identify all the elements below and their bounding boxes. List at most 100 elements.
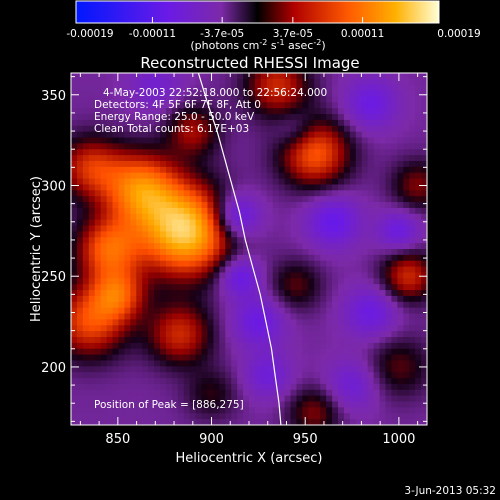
heatmap-cell (231, 219, 238, 227)
heatmap-cell (148, 96, 155, 103)
heatmap-cell (355, 419, 363, 425)
heatmap-cell (106, 196, 114, 203)
heatmap-cell (272, 184, 280, 191)
heatmap-cell (136, 290, 143, 297)
heatmap-cell (177, 96, 185, 103)
heatmap-cell (290, 419, 298, 425)
heatmap-cell (195, 90, 203, 98)
heatmap-cell (278, 231, 286, 238)
heatmap-cell (391, 419, 398, 425)
heatmap-cell (213, 284, 220, 291)
heatmap-cell (320, 190, 327, 197)
heatmap-cell (106, 401, 114, 408)
heatmap-cell (88, 225, 96, 232)
heatmap-cell (314, 196, 321, 203)
heatmap-cell (118, 307, 125, 315)
heatmap-cell (219, 96, 226, 103)
heatmap-cell (373, 225, 381, 232)
heatmap-cell (308, 143, 315, 150)
heatmap-cell (71, 389, 78, 397)
heatmap-cell (409, 219, 416, 227)
heatmap-cell (118, 260, 125, 268)
heatmap-cell (165, 78, 173, 86)
heatmap-cell (189, 260, 197, 268)
heatmap-cell (183, 337, 191, 344)
heatmap-cell (213, 278, 220, 285)
heatmap-cell (201, 166, 209, 174)
heatmap-cell (100, 284, 108, 291)
heatmap-cell (148, 73, 155, 80)
heatmap-cell (332, 73, 339, 80)
heatmap-cell (349, 155, 357, 162)
heatmap-cell (290, 301, 298, 309)
heatmap-cell (76, 96, 84, 103)
heatmap-cell (189, 354, 197, 362)
heatmap-cell (409, 348, 416, 356)
heatmap-cell (160, 372, 167, 379)
heatmap-cell (71, 155, 78, 162)
heatmap-cell (106, 249, 114, 256)
heatmap-cell (338, 237, 345, 244)
heatmap-cell (171, 73, 179, 80)
heatmap-cell (403, 325, 410, 332)
heatmap-cell (260, 119, 268, 127)
heatmap-cell (249, 102, 256, 109)
heatmap-cell (397, 149, 404, 156)
heatmap-cell (213, 207, 220, 215)
heatmap-cell (243, 325, 250, 332)
heatmap-cell (308, 73, 315, 80)
heatmap-cell (302, 313, 309, 320)
heatmap-cell (148, 313, 155, 320)
heatmap-cell (237, 131, 244, 139)
heatmap-cell (231, 413, 238, 420)
heatmap-cell (290, 190, 298, 197)
heatmap-cell (106, 372, 114, 379)
heatmap-cell (367, 108, 375, 115)
heatmap-cell (225, 108, 232, 115)
heatmap-cell (76, 225, 84, 232)
heatmap-cell (385, 114, 392, 121)
heatmap-cell (355, 342, 363, 350)
heatmap-cell (391, 337, 398, 344)
heatmap-cell (415, 413, 422, 420)
heatmap-cell (118, 266, 125, 274)
heatmap-cell (272, 155, 280, 162)
heatmap-cell (177, 161, 185, 168)
heatmap-cell (225, 372, 232, 379)
heatmap-cell (207, 196, 214, 203)
heatmap-cell (391, 354, 398, 362)
heatmap-cell (94, 254, 102, 262)
heatmap-cell (415, 243, 422, 250)
heatmap-cell (165, 249, 173, 256)
heatmap-cell (338, 354, 345, 362)
heatmap-cell (243, 119, 250, 127)
heatmap-cell (385, 266, 392, 274)
heatmap-cell (213, 149, 220, 156)
heatmap-cell (94, 360, 102, 367)
heatmap-cell (260, 231, 268, 238)
heatmap-cell (207, 131, 214, 139)
heatmap-cell (213, 237, 220, 244)
heatmap-cell (266, 237, 274, 244)
heatmap-cell (415, 184, 422, 191)
heatmap-cell (260, 73, 268, 80)
heatmap-cell (415, 278, 422, 285)
heatmap-cell (112, 237, 120, 244)
heatmap-cell (106, 202, 114, 209)
heatmap-cell (332, 260, 339, 268)
heatmap-cell (391, 331, 398, 338)
heatmap-cell (391, 202, 398, 209)
heatmap-cell (94, 413, 102, 420)
heatmap-cell (367, 249, 375, 256)
heatmap-cell (94, 137, 102, 144)
heatmap-cell (385, 172, 392, 180)
heatmap-cell (177, 131, 185, 139)
heatmap-cell (302, 184, 309, 191)
heatmap-cell (367, 278, 375, 285)
heatmap-cell (338, 254, 345, 262)
heatmap-cell (278, 196, 286, 203)
heatmap-cell (231, 360, 238, 367)
heatmap-cell (112, 137, 120, 144)
heatmap-cell (136, 225, 143, 232)
heatmap-cell (379, 90, 387, 98)
